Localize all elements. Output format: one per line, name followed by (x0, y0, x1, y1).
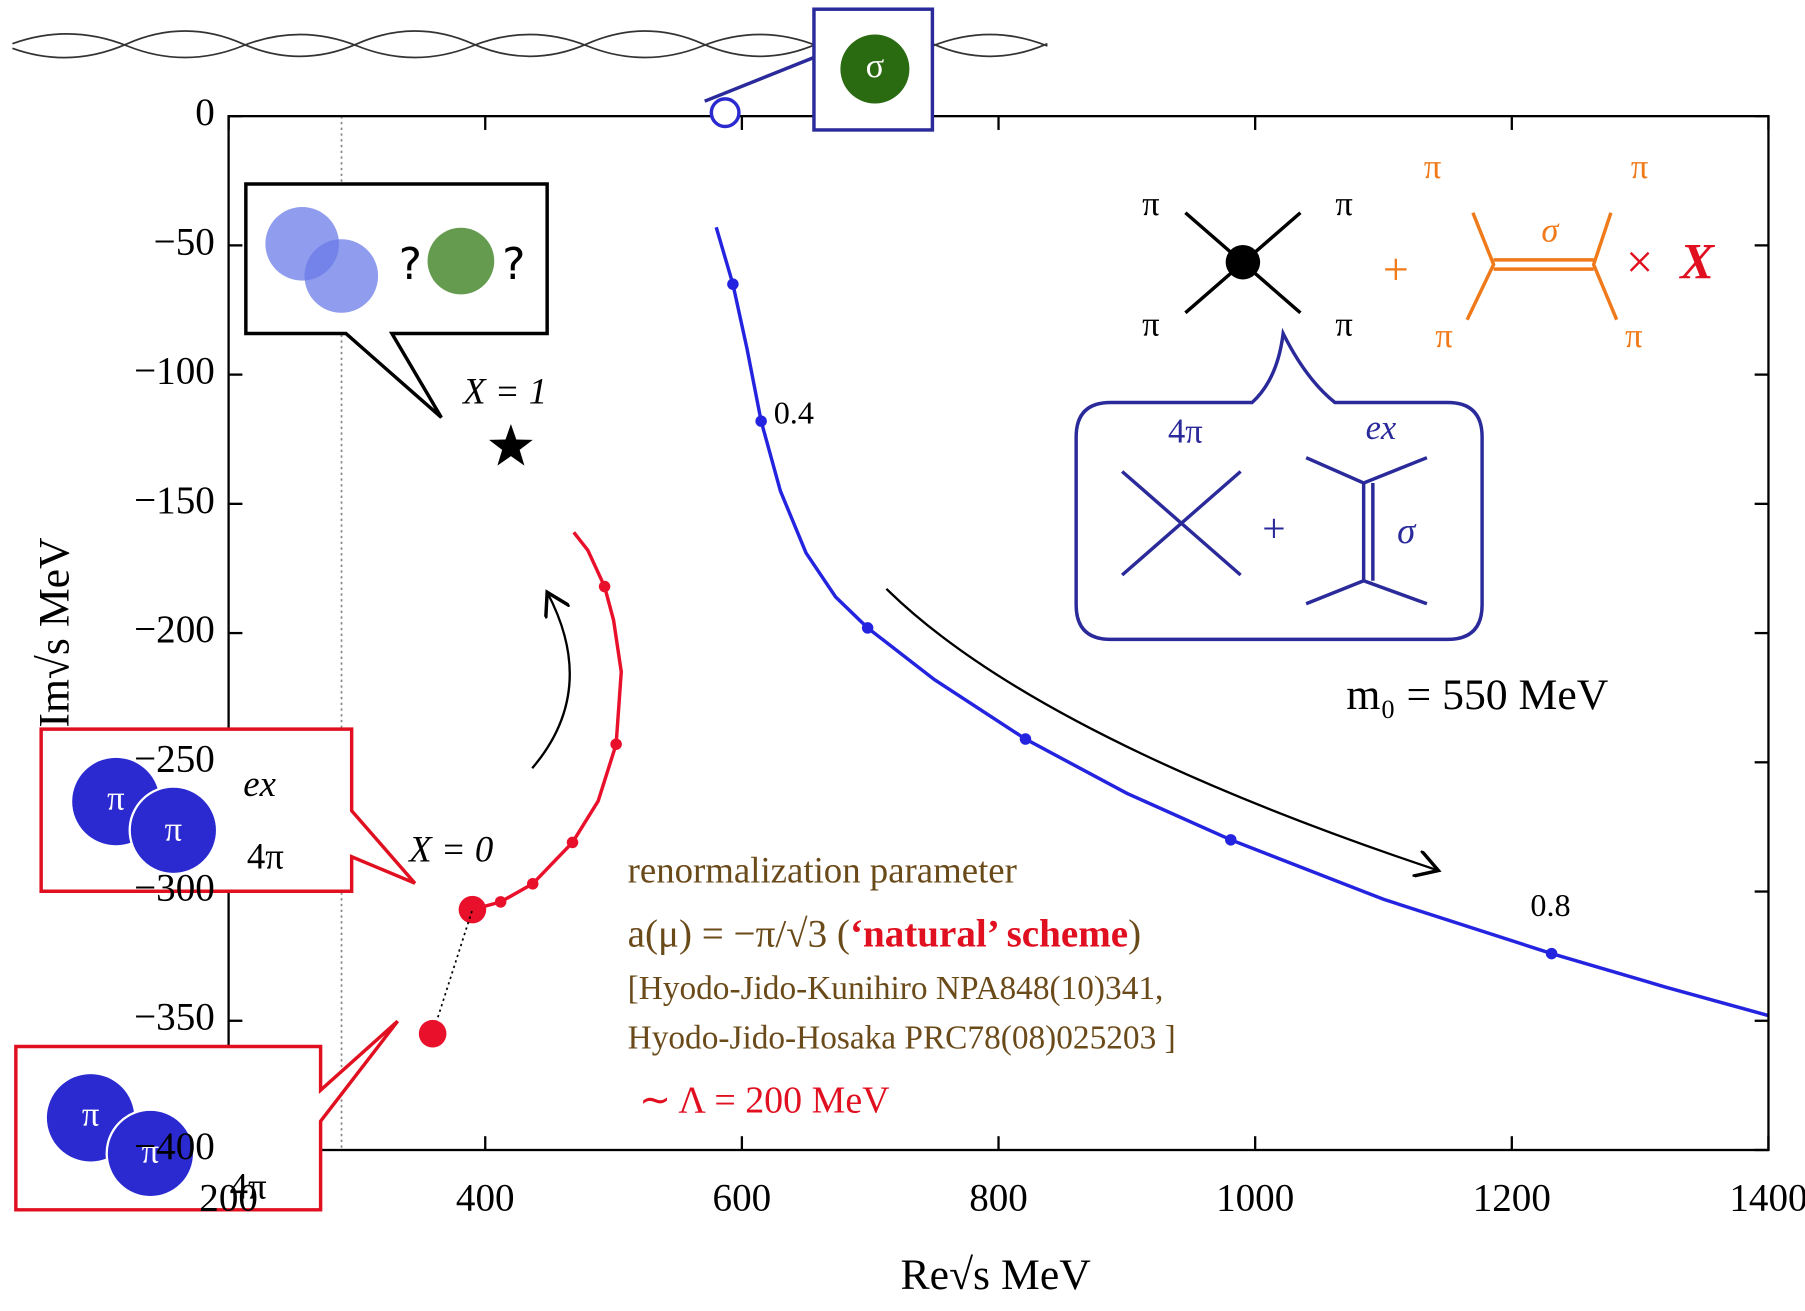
diagram-text: + (1383, 243, 1409, 294)
annotation: 0.4 (774, 395, 814, 431)
point (599, 581, 611, 593)
diagram-text: π (1631, 148, 1648, 186)
y-tick-label: 0 (195, 91, 215, 134)
annotation: renormalization parameter (628, 849, 1017, 890)
callout-text: π (107, 779, 124, 817)
point (527, 878, 539, 890)
callout-text: ? (502, 239, 525, 290)
x-tick-label: 1400 (1729, 1177, 1805, 1220)
diagram-text: σ (1397, 510, 1417, 551)
x-tick-label: 800 (969, 1177, 1028, 1220)
point (419, 1020, 447, 1048)
y-tick-label: −300 (134, 867, 215, 910)
y-tick-label: −100 (134, 350, 215, 393)
y-tick-label: −400 (134, 1125, 215, 1168)
diagram-text: 4π (1168, 413, 1203, 451)
x-axis-label: Re√s MeV (901, 1251, 1092, 1299)
callout-text: ex (243, 763, 276, 804)
annotation: a(μ) = −π/√3 (‘natural’ scheme) (628, 912, 1142, 955)
diagram-text: π (1335, 185, 1352, 223)
annotation: [Hyodo-Jido-Kunihiro NPA848(10)341, (628, 970, 1164, 1007)
x-tick-label: 1000 (1216, 1177, 1294, 1220)
callout-text: π (165, 811, 182, 849)
x-tick-label: 400 (456, 1177, 515, 1220)
x-tick-label: 200 (199, 1177, 258, 1220)
callout-text: σ (866, 47, 885, 85)
diagram-text: σ (1541, 211, 1560, 249)
x-tick-label: 600 (713, 1177, 772, 1220)
annotation: ∼ Λ = 200 MeV (639, 1080, 889, 1122)
point (1020, 733, 1032, 745)
diagram-text: π (1424, 148, 1441, 186)
point (1225, 834, 1237, 846)
annotation: ) (1128, 912, 1141, 955)
annotation: X = 0 (407, 829, 493, 870)
point (610, 738, 622, 750)
diagram-text: π (1142, 306, 1159, 344)
series-line (433, 910, 473, 1034)
diagram-text: π (1335, 306, 1352, 344)
arrow (532, 592, 570, 768)
diagram-text: π (1625, 317, 1642, 355)
y-tick-label: −350 (134, 996, 215, 1039)
annotation: a(μ) = −π/√3 ( (628, 912, 850, 955)
chart: Re√s MeV Im√s MeV 0.4 0.8 X = 0 m₀ = 550… (0, 0, 1805, 1311)
point (495, 896, 507, 908)
point (459, 896, 487, 924)
star-point (489, 424, 533, 466)
y-tick-label: −50 (154, 220, 215, 263)
point (567, 837, 579, 849)
diagram: π π π π + π π π π σ × X 4π ex + σ (1076, 148, 1715, 639)
y-tick-label: −250 (134, 737, 215, 780)
callout-text: π (82, 1096, 99, 1134)
point (1546, 948, 1558, 960)
point (862, 622, 874, 634)
annotation: ‘natural’ scheme (850, 912, 1128, 955)
diagram-text: ex (1366, 409, 1397, 447)
y-axis-label: Im√s MeV (30, 537, 78, 728)
annotation: Hyodo-Jido-Hosaka PRC78(08)025203 ] (628, 1019, 1176, 1056)
annotation: 0.8 (1530, 887, 1570, 923)
y-tick-label: −150 (134, 479, 215, 522)
callout-text: 4π (247, 836, 284, 877)
x-tick-label: 1200 (1473, 1177, 1551, 1220)
diagram-text: π (1435, 317, 1452, 355)
y-tick-label: −200 (134, 608, 215, 651)
series-line (472, 532, 621, 909)
diagram-text: X (1678, 233, 1715, 289)
sigma-pole (711, 99, 739, 127)
diagram-text: × (1626, 236, 1653, 289)
point (727, 278, 739, 290)
point (755, 415, 767, 427)
callout-text: ? (399, 239, 422, 290)
diagram-text: π (1142, 185, 1159, 223)
annotation: m₀ = 550 MeV (1346, 671, 1608, 719)
star-label: X = 1 (461, 371, 547, 412)
callout: π π ex 4π (41, 729, 415, 891)
diagram-text: + (1262, 505, 1285, 551)
